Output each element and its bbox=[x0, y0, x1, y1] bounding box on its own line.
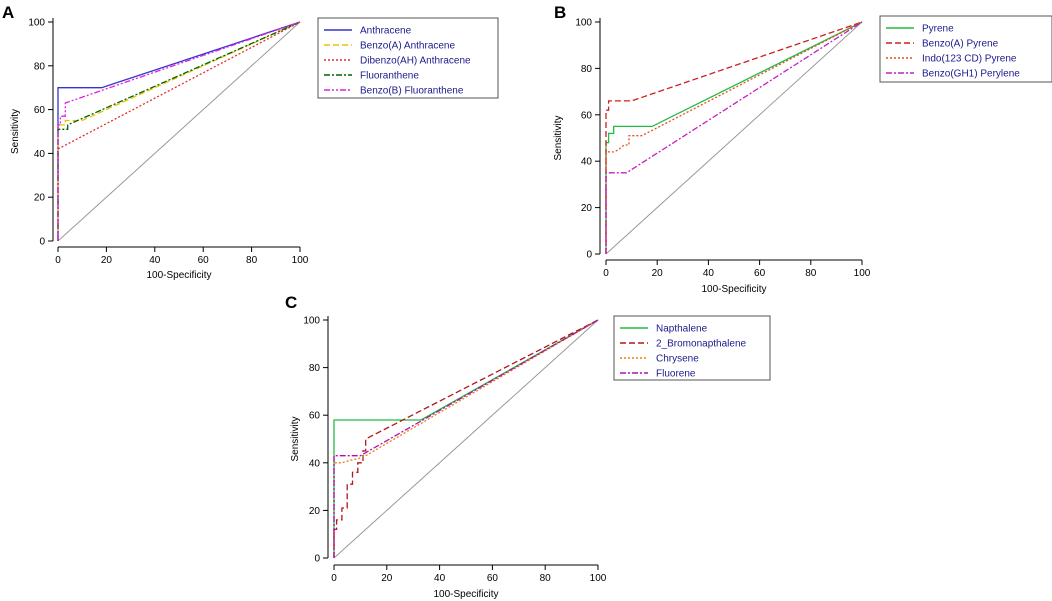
legend-label: Chrysene bbox=[656, 354, 699, 365]
y-tick-label: 60 bbox=[581, 110, 593, 121]
x-tick-label: 20 bbox=[652, 268, 664, 279]
legend-label: Benzo(B) Fluoranthene bbox=[360, 86, 464, 97]
series-line-2-bromonapthalene bbox=[333, 319, 599, 558]
x-tick-label: 100 bbox=[854, 268, 871, 279]
series-line-benzo-a-pyrene bbox=[605, 21, 863, 254]
y-tick-label: 100 bbox=[575, 18, 592, 29]
x-tick-label: 80 bbox=[540, 573, 552, 584]
reference-diagonal bbox=[605, 21, 863, 255]
x-axis-label: 100-Specificity bbox=[433, 589, 498, 600]
series-line-indo-123-cd-pyrene bbox=[605, 21, 863, 254]
x-tick-label: 20 bbox=[381, 573, 393, 584]
x-tick-label: 20 bbox=[101, 255, 113, 266]
reference-diagonal bbox=[57, 21, 301, 242]
x-tick-label: 40 bbox=[434, 573, 446, 584]
legend-label: Anthracene bbox=[360, 26, 412, 37]
x-tick-label: 0 bbox=[55, 255, 61, 266]
series-line-benzo-b-fluoranthene bbox=[57, 21, 301, 241]
legend-label: Indo(123 CD) Pyrene bbox=[922, 54, 1017, 65]
legend-label: 2_Bromonapthalene bbox=[656, 339, 747, 350]
series-line-chrysene bbox=[333, 319, 599, 558]
y-tick-label: 60 bbox=[309, 411, 321, 422]
y-tick-label: 80 bbox=[581, 64, 593, 75]
legend-box bbox=[317, 17, 499, 99]
legend-label: Benzo(GH1) Perylene bbox=[922, 69, 1020, 80]
legend-box bbox=[613, 315, 771, 381]
x-tick-label: 60 bbox=[487, 573, 499, 584]
x-tick-label: 40 bbox=[703, 268, 715, 279]
y-axis-label: Sensitivity bbox=[553, 115, 564, 160]
legend-label: Dibenzo(AH) Anthracene bbox=[360, 56, 471, 67]
y-tick-label: 20 bbox=[581, 203, 593, 214]
y-tick-label: 0 bbox=[39, 237, 45, 248]
panel-label: C bbox=[285, 293, 297, 312]
y-tick-label: 20 bbox=[34, 193, 46, 204]
y-tick-label: 0 bbox=[314, 554, 320, 565]
legend-label: Fluorene bbox=[656, 369, 696, 380]
y-tick-label: 80 bbox=[34, 61, 46, 72]
y-axis-label: Sensitivity bbox=[290, 416, 301, 461]
x-tick-label: 60 bbox=[754, 268, 766, 279]
x-tick-label: 40 bbox=[149, 255, 161, 266]
legend-label: Fluoranthene bbox=[360, 71, 419, 82]
series-line-fluorene bbox=[333, 319, 599, 558]
y-tick-label: 40 bbox=[309, 458, 321, 469]
x-axis-label: 100-Specificity bbox=[701, 284, 766, 295]
panel-c: C 0 20 40 60 80 100 0 20 40 60 80 100 100-Specificity… bbox=[285, 293, 771, 600]
series-line-fluoranthene bbox=[57, 21, 301, 241]
legend-label: Napthalene bbox=[656, 324, 708, 335]
x-tick-label: 80 bbox=[805, 268, 817, 279]
legend-box bbox=[879, 15, 1052, 83]
x-tick-label: 0 bbox=[331, 573, 337, 584]
y-axis-label: Sensitivity bbox=[10, 109, 21, 154]
x-tick-label: 80 bbox=[246, 255, 258, 266]
panel-a: A 0 20 40 60 80 100 0 20 40 60 80 100 100-Specificity… bbox=[2, 3, 499, 281]
y-tick-label: 80 bbox=[309, 363, 321, 374]
reference-diagonal bbox=[333, 319, 599, 559]
legend-label: Pyrene bbox=[922, 24, 954, 35]
panel-b: B 0 20 40 60 80 100 0 20 40 60 80 100 100-Specificity… bbox=[553, 3, 1052, 295]
y-tick-label: 60 bbox=[34, 105, 46, 116]
series-line-benzo-gh1-perylene bbox=[605, 21, 863, 254]
panel-label: A bbox=[2, 3, 14, 22]
x-tick-label: 100 bbox=[292, 255, 309, 266]
legend-label: Benzo(A) Anthracene bbox=[360, 41, 455, 52]
y-tick-label: 0 bbox=[586, 250, 592, 261]
y-tick-label: 40 bbox=[34, 149, 46, 160]
y-tick-label: 20 bbox=[309, 506, 321, 517]
y-tick-label: 100 bbox=[303, 316, 320, 327]
legend-label: Benzo(A) Pyrene bbox=[922, 39, 999, 50]
x-tick-label: 100 bbox=[590, 573, 607, 584]
panel-label: B bbox=[554, 3, 566, 22]
x-tick-label: 0 bbox=[603, 268, 609, 279]
series-line-benzo-a-anthracene bbox=[57, 21, 301, 241]
x-tick-label: 60 bbox=[198, 255, 210, 266]
y-tick-label: 100 bbox=[28, 18, 45, 29]
y-tick-label: 40 bbox=[581, 157, 593, 168]
x-axis-label: 100-Specificity bbox=[146, 270, 211, 281]
